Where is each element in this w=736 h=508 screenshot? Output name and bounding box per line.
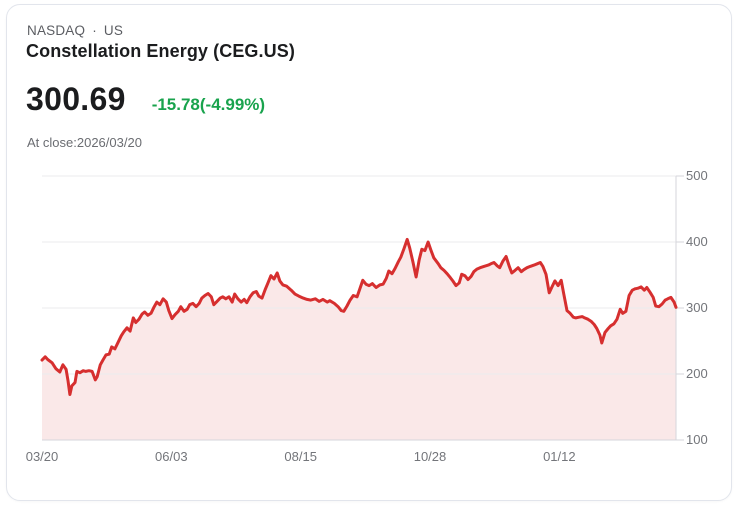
close-timestamp: At close:2026/03/20	[27, 135, 142, 150]
x-axis-label: 06/03	[155, 449, 188, 464]
x-axis-label: 10/28	[413, 449, 447, 464]
y-axis-label: 500	[686, 168, 708, 183]
y-axis-label: 200	[686, 366, 708, 381]
y-axis-label: 300	[686, 300, 708, 315]
area-fill	[42, 239, 676, 440]
y-axis-label: 100	[686, 432, 708, 447]
x-axis-label: 01/12	[543, 449, 576, 464]
price-line	[40, 237, 678, 396]
x-axis-label: 03/20	[25, 449, 59, 464]
price-row: 300.69 -15.78(-4.99%)	[26, 81, 265, 118]
exchange-label: NASDAQ	[27, 23, 86, 38]
region-label: US	[103, 23, 124, 38]
x-axis-label: 08/15	[284, 449, 317, 464]
exchange-line: NASDAQ · US	[27, 23, 123, 38]
exchange-separator-dot: ·	[92, 23, 97, 38]
price-change: -15.78(-4.99%)	[151, 95, 266, 114]
y-axis-label: 400	[686, 234, 708, 249]
last-price: 300.69	[26, 81, 126, 117]
stock-title: Constellation Energy (CEG.US)	[26, 41, 295, 61]
